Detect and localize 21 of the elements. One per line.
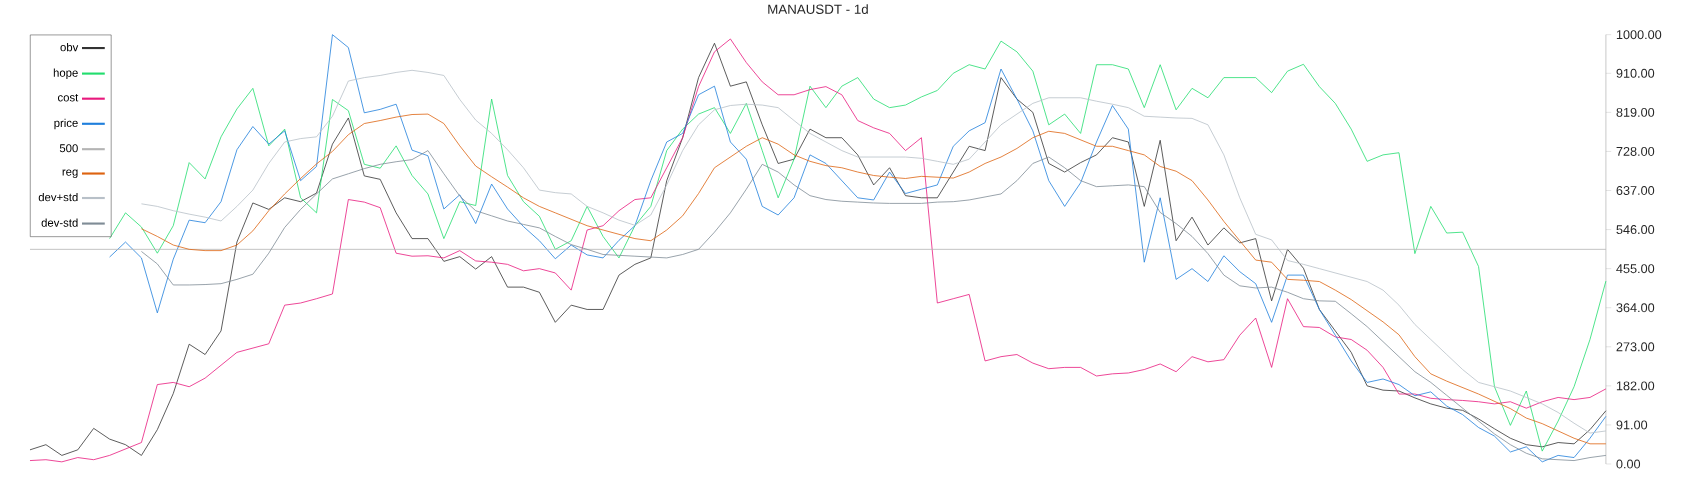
y-tick-label: 0.00 <box>1616 459 1641 469</box>
y-tick-label: 364.00 <box>1616 303 1655 313</box>
legend-label: cost <box>57 94 79 102</box>
y-tick-label: 728.00 <box>1616 146 1655 156</box>
legend-label: dev-std <box>41 218 78 227</box>
chart-title: MANAUSDT - 1d <box>768 4 868 14</box>
legend-label: price <box>54 118 78 130</box>
legend-label: reg <box>62 169 78 178</box>
y-tick-label: 819.00 <box>1616 107 1655 117</box>
y-tick-label: 910.00 <box>1616 68 1655 78</box>
y-tick-label: 91.00 <box>1616 420 1648 430</box>
y-tick-label: 1000.00 <box>1616 30 1662 40</box>
legend-label: dev+std <box>38 192 78 202</box>
legend-label: 500 <box>59 144 78 153</box>
y-tick-label: 637.00 <box>1616 186 1655 195</box>
y-tick-label: 273.00 <box>1616 342 1655 352</box>
legend-label: hope <box>53 68 78 80</box>
y-tick-label: 455.00 <box>1616 264 1655 274</box>
y-tick-label: 546.00 <box>1616 225 1655 235</box>
y-tick-label: 182.00 <box>1616 381 1655 391</box>
legend-label: obv <box>60 42 79 52</box>
